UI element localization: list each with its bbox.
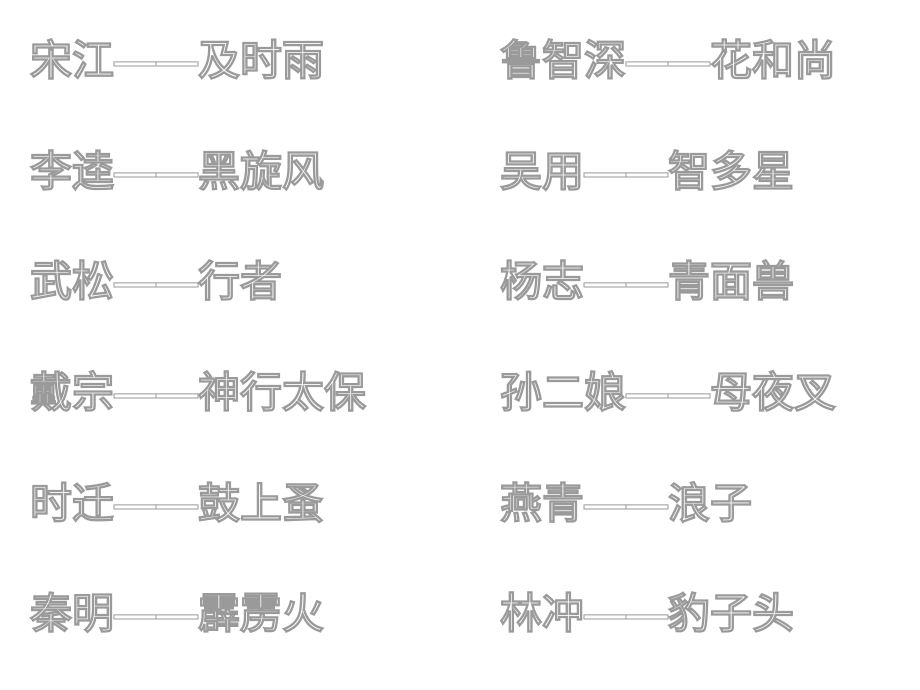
character-pair: 时迁——鼓上蚤	[30, 483, 324, 540]
character-pair: 李逵——黑旋风	[30, 151, 324, 208]
character-pair: 武松——行者	[30, 261, 282, 318]
character-pair: 鲁智深——花和尚	[480, 40, 836, 97]
character-pair: 戴宗——神行太保	[30, 372, 366, 429]
character-pair: 宋江——及时雨	[30, 40, 324, 97]
character-pair: 燕青——浪子	[480, 483, 752, 540]
character-nickname-grid: 宋江——及时雨 鲁智深——花和尚 李逵——黑旋风 吴用——智多星 武松——行者 …	[0, 0, 920, 690]
character-pair: 吴用——智多星	[480, 151, 794, 208]
character-pair: 孙二娘——母夜叉	[480, 372, 836, 429]
character-pair: 林冲——豹子头	[480, 593, 794, 650]
character-pair: 杨志——青面兽	[480, 261, 794, 318]
character-pair: 秦明——霹雳火	[30, 593, 324, 650]
